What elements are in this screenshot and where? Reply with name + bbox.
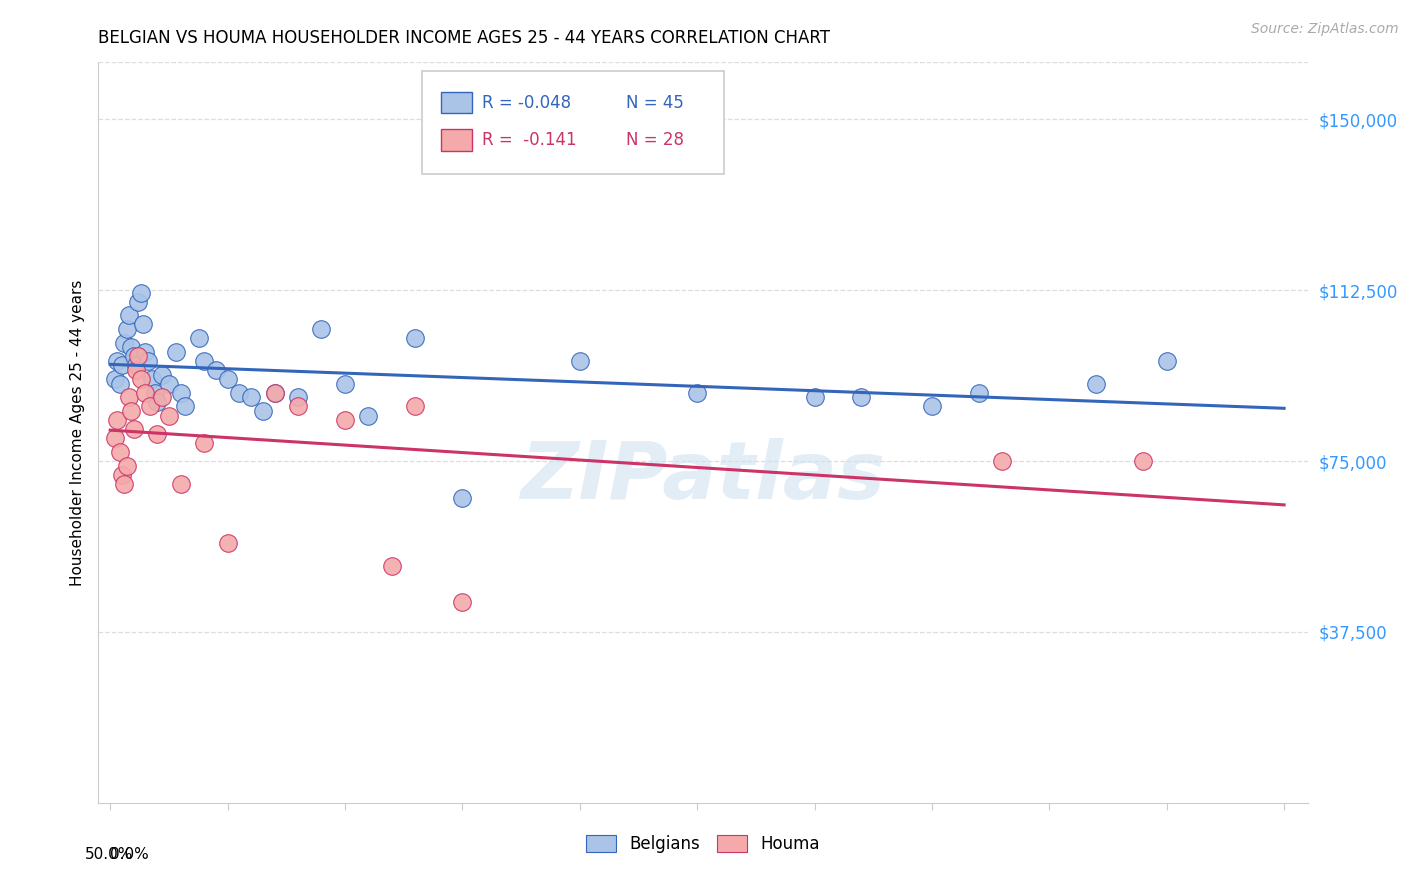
Point	[217, 372, 239, 386]
Point	[141, 372, 163, 386]
Point	[333, 413, 356, 427]
Point	[240, 390, 263, 404]
Point	[263, 385, 285, 400]
Text: Source: ZipAtlas.com: Source: ZipAtlas.com	[1251, 22, 1399, 37]
Point	[108, 376, 131, 391]
Legend: Belgians, Houma: Belgians, Houma	[578, 826, 828, 861]
Point	[115, 322, 138, 336]
Point	[112, 476, 135, 491]
Point	[451, 595, 474, 609]
Point	[263, 385, 285, 400]
Text: ZIPatlas: ZIPatlas	[520, 438, 886, 516]
Point	[129, 285, 152, 300]
Point	[193, 354, 215, 368]
Point	[165, 344, 187, 359]
Point	[851, 390, 873, 404]
Point	[188, 331, 211, 345]
Point	[111, 467, 134, 482]
Point	[204, 363, 226, 377]
Point	[287, 390, 309, 404]
Point	[193, 435, 215, 450]
Y-axis label: Householder Income Ages 25 - 44 years: Householder Income Ages 25 - 44 years	[69, 279, 84, 586]
Text: N = 45: N = 45	[626, 94, 683, 112]
Point	[357, 409, 380, 423]
Text: 50.0%: 50.0%	[86, 847, 134, 863]
Point	[287, 400, 309, 414]
Text: R = -0.048: R = -0.048	[482, 94, 571, 112]
Point	[122, 349, 145, 363]
Point	[228, 385, 250, 400]
Point	[122, 422, 145, 436]
Point	[104, 372, 127, 386]
Point	[169, 476, 191, 491]
Point	[120, 404, 142, 418]
Point	[111, 359, 134, 373]
Point	[157, 376, 180, 391]
Point	[568, 354, 591, 368]
Point	[134, 344, 156, 359]
Point	[132, 318, 155, 332]
Point	[150, 368, 173, 382]
Point	[333, 376, 356, 391]
Point	[157, 409, 180, 423]
Point	[803, 390, 825, 404]
Point	[174, 400, 197, 414]
Point	[252, 404, 274, 418]
Point	[1085, 376, 1108, 391]
Text: BELGIAN VS HOUMA HOUSEHOLDER INCOME AGES 25 - 44 YEARS CORRELATION CHART: BELGIAN VS HOUMA HOUSEHOLDER INCOME AGES…	[98, 29, 831, 47]
Point	[921, 400, 943, 414]
Point	[381, 558, 404, 573]
Point	[150, 390, 173, 404]
Point	[134, 385, 156, 400]
Point	[451, 491, 474, 505]
Point	[967, 385, 990, 400]
Point	[120, 340, 142, 354]
Text: R =  -0.141: R = -0.141	[482, 131, 576, 149]
Point	[404, 331, 426, 345]
Point	[104, 431, 127, 445]
Point	[217, 536, 239, 550]
Point	[139, 400, 162, 414]
Point	[115, 458, 138, 473]
Point	[105, 413, 128, 427]
Point	[991, 454, 1014, 468]
Point	[169, 385, 191, 400]
Text: 0.0%: 0.0%	[110, 847, 149, 863]
Point	[118, 308, 141, 322]
Point	[127, 294, 149, 309]
Point	[136, 354, 159, 368]
Point	[143, 385, 166, 400]
Point	[311, 322, 333, 336]
Point	[1156, 354, 1178, 368]
Point	[118, 390, 141, 404]
Point	[146, 426, 169, 441]
Point	[129, 372, 152, 386]
Point	[404, 400, 426, 414]
Point	[108, 445, 131, 459]
Point	[1132, 454, 1154, 468]
Point	[105, 354, 128, 368]
Point	[125, 359, 148, 373]
Point	[686, 385, 709, 400]
Point	[146, 395, 169, 409]
Point	[127, 349, 149, 363]
Point	[112, 335, 135, 350]
Point	[125, 363, 148, 377]
Text: N = 28: N = 28	[626, 131, 683, 149]
